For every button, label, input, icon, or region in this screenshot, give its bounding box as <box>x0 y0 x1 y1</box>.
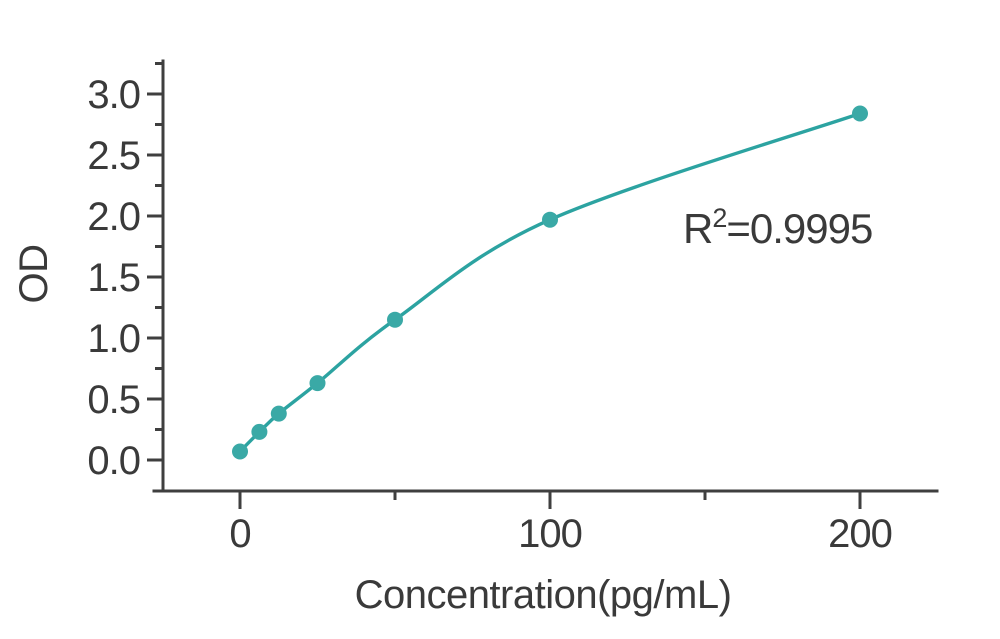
data-point <box>251 423 268 440</box>
y-axis-ticks <box>147 62 163 462</box>
x-axis-title: Concentration(pg/mL) <box>355 573 732 617</box>
y-tick-label: 2.0 <box>87 195 140 239</box>
data-point <box>387 311 403 328</box>
y-tick-label: 1.5 <box>87 256 140 300</box>
r-squared-value: =0.9995 <box>726 205 872 252</box>
x-axis-tick-labels: 0 100 200 <box>229 512 893 556</box>
y-axis-tick-labels: 0.0 0.5 1.0 1.5 2.0 2.5 3.0 <box>87 73 141 483</box>
y-tick-label: 0.0 <box>87 439 140 483</box>
x-tick-label: 0 <box>229 512 250 556</box>
y-axis-title: OD <box>12 245 56 304</box>
data-point <box>309 375 326 392</box>
x-axis-ticks <box>238 491 862 509</box>
data-point <box>232 443 248 460</box>
data-points <box>232 105 868 460</box>
y-tick-label: 3.0 <box>87 73 140 117</box>
r-squared-exponent: 2 <box>712 203 726 233</box>
r-squared-annotation: R2=0.9995 <box>683 203 872 252</box>
y-tick-label: 2.5 <box>87 134 140 178</box>
fit-curve <box>238 111 862 454</box>
x-tick-label: 100 <box>518 512 582 556</box>
r-squared-base: R <box>683 205 712 252</box>
data-point <box>542 211 558 228</box>
x-tick-label: 200 <box>828 512 892 556</box>
y-tick-label: 0.5 <box>87 378 140 422</box>
data-point <box>270 405 287 422</box>
data-point <box>852 105 868 122</box>
y-tick-label: 1.0 <box>87 317 140 361</box>
